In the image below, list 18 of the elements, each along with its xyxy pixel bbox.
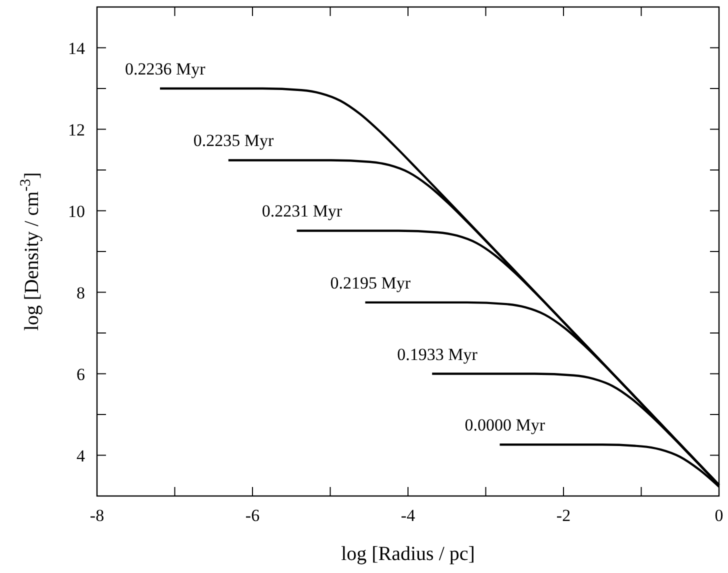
x-tick-label: -8 — [90, 506, 104, 525]
y-tick-label: 4 — [76, 446, 86, 466]
x-axis-title: log [Radius / pc] — [341, 543, 475, 565]
x-tick-label: -2 — [556, 506, 571, 525]
series-label: 0.0000 Myr — [464, 416, 546, 435]
series-label: 0.2235 Myr — [193, 131, 274, 150]
y-tick-label: 12 — [68, 120, 85, 140]
y-tick-label: 14 — [68, 38, 86, 58]
series-label: 0.2231 Myr — [262, 202, 342, 221]
x-tick-label: -6 — [245, 506, 260, 525]
y-tick-label: 6 — [76, 364, 85, 384]
y-tick-label: 8 — [76, 283, 85, 302]
series-label: 0.2236 Myr — [124, 60, 206, 78]
x-tick-label: -4 — [400, 506, 416, 525]
y-tick-label: 10 — [68, 202, 85, 221]
series-label: 0.1933 Myr — [397, 344, 478, 364]
series-label: 0.2195 Myr — [330, 273, 411, 292]
x-tick-label: 0 — [714, 506, 724, 525]
